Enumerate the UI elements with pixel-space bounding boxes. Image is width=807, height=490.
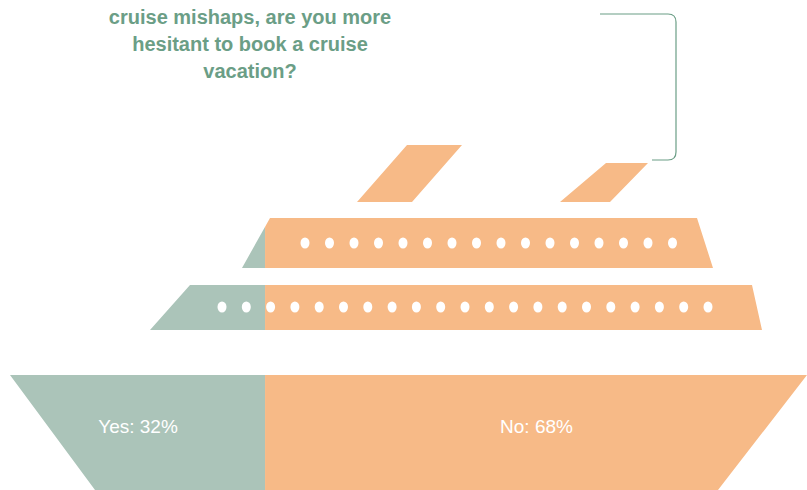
- svg-text:Yes: 32%: Yes: 32%: [98, 416, 178, 437]
- svg-text:cruise mishaps, are you morehe: cruise mishaps, are you morehesitant to …: [109, 6, 391, 82]
- svg-text:No: 68%: No: 68%: [500, 416, 573, 437]
